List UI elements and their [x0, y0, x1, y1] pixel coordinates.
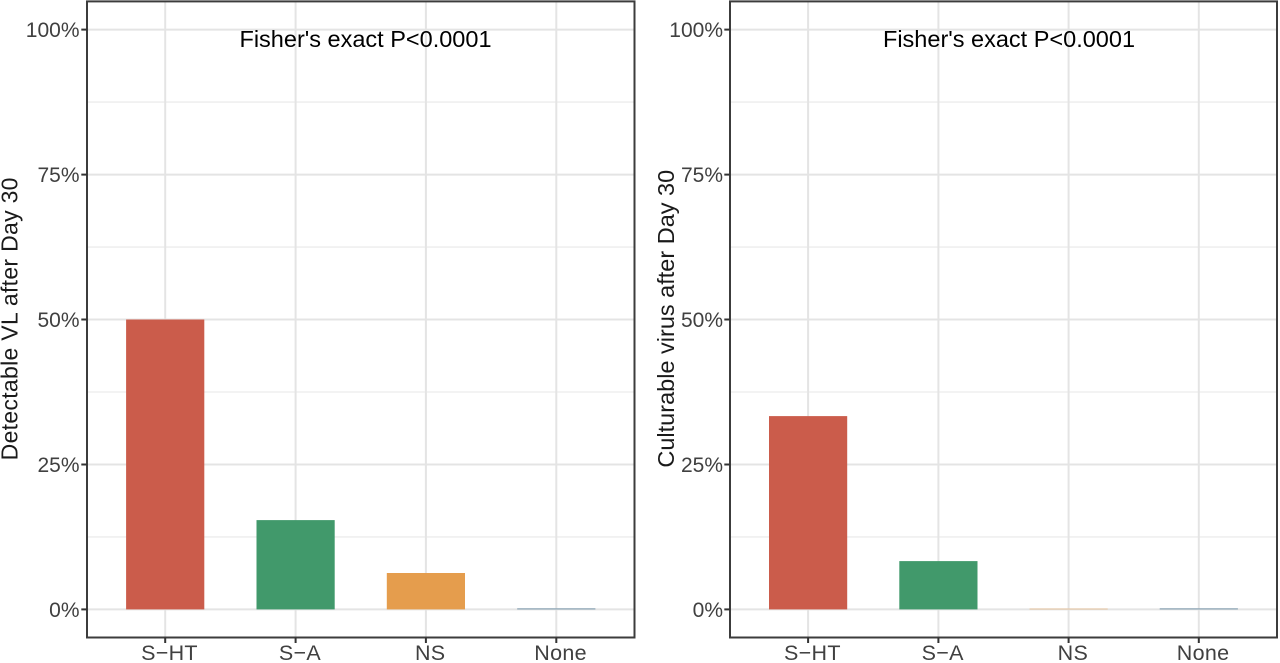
svg-text:50%: 50% [681, 309, 723, 332]
svg-text:50%: 50% [37, 309, 79, 332]
svg-text:Fisher's exact P<0.0001: Fisher's exact P<0.0001 [883, 26, 1135, 52]
svg-text:25%: 25% [681, 454, 723, 477]
svg-text:NS: NS [1058, 641, 1088, 663]
svg-text:75%: 75% [37, 164, 79, 187]
svg-text:S−HT: S−HT [141, 641, 198, 663]
svg-text:None: None [534, 641, 587, 663]
svg-text:0%: 0% [693, 599, 723, 622]
svg-text:Detectable VL after Day 30: Detectable VL after Day 30 [0, 177, 23, 460]
svg-text:S−A: S−A [922, 641, 964, 663]
svg-text:75%: 75% [681, 164, 723, 187]
svg-text:S−HT: S−HT [784, 641, 841, 663]
svg-text:100%: 100% [669, 19, 723, 42]
svg-text:S−A: S−A [279, 641, 321, 663]
svg-text:None: None [1177, 641, 1230, 663]
svg-text:Culturable virus after Day 30: Culturable virus after Day 30 [653, 170, 679, 468]
svg-text:NS: NS [415, 641, 445, 663]
svg-text:Fisher's exact P<0.0001: Fisher's exact P<0.0001 [239, 26, 491, 52]
svg-text:0%: 0% [49, 599, 79, 622]
svg-text:100%: 100% [26, 19, 80, 42]
svg-text:25%: 25% [37, 454, 79, 477]
